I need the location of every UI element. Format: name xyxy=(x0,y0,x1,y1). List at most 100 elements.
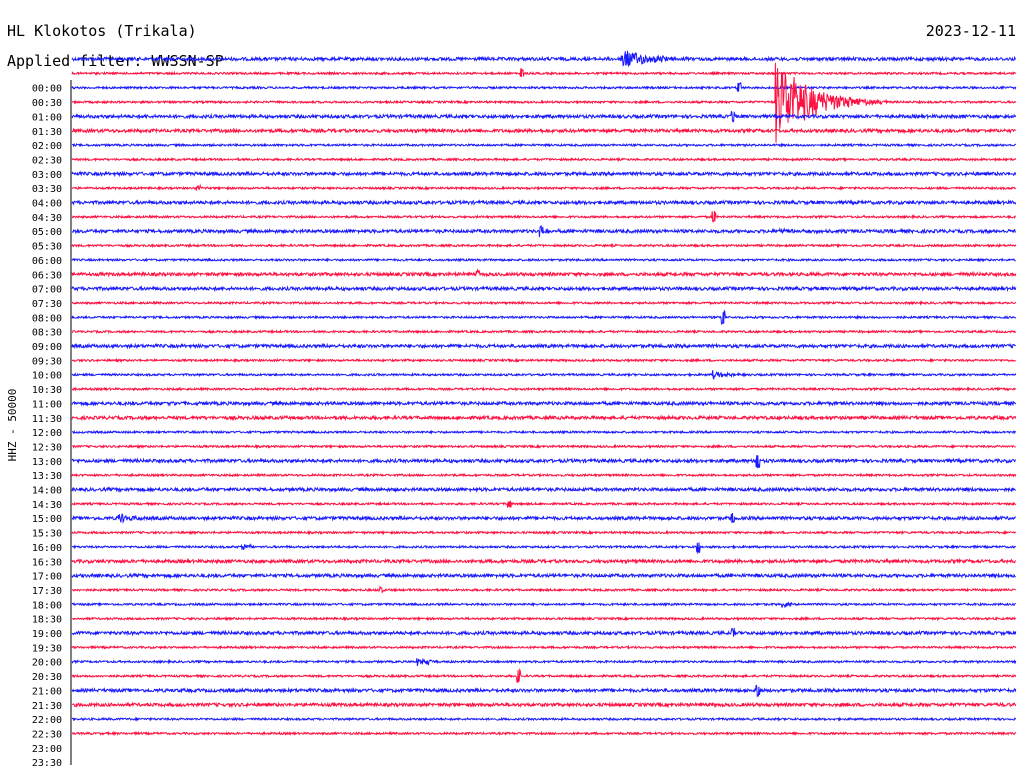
channel-label: HHZ - 50000 xyxy=(6,389,19,462)
trace-line xyxy=(71,111,1017,123)
trace-line xyxy=(71,257,1016,263)
trace-line xyxy=(71,399,1017,407)
time-tick-label: 19:00 xyxy=(32,629,62,640)
trace-line xyxy=(71,210,1017,223)
time-tick-label: 06:00 xyxy=(32,256,62,267)
date-label: 2023-12-11 xyxy=(926,22,1016,40)
trace-line xyxy=(71,50,1017,67)
time-tick-label: 03:30 xyxy=(32,184,62,195)
time-tick-label: 23:00 xyxy=(32,744,62,755)
trace-line xyxy=(71,268,1017,278)
trace-line xyxy=(71,512,1017,524)
trace-line xyxy=(71,198,1017,206)
trace-line xyxy=(71,225,1017,238)
time-tick-label: 03:00 xyxy=(32,170,62,181)
trace-line xyxy=(71,557,1016,565)
trace-line xyxy=(71,627,1017,637)
time-tick-label: 20:30 xyxy=(32,672,62,683)
trace-line xyxy=(71,328,1017,335)
trace-line xyxy=(71,500,1016,508)
trace-line xyxy=(71,455,1017,469)
trace-line xyxy=(71,242,1017,249)
trace-line xyxy=(71,572,1016,580)
trace-line xyxy=(71,615,1017,622)
trace-line xyxy=(71,310,1017,325)
time-tick-label: 16:00 xyxy=(32,543,62,554)
seismogram-traces xyxy=(71,50,1017,737)
trace-line xyxy=(71,183,1017,191)
trace-line xyxy=(71,429,1017,435)
time-tick-labels: 00:00 00:30 01:00 01:30 02:00 02:30 03:00 03:30… xyxy=(32,84,62,769)
trace-line xyxy=(71,658,1017,667)
time-tick-label: 09:30 xyxy=(32,356,62,367)
trace-line xyxy=(71,701,1017,709)
trace-line xyxy=(71,644,1017,650)
time-tick-label: 21:30 xyxy=(32,701,62,712)
trace-line xyxy=(71,62,1017,143)
time-tick-label: 01:30 xyxy=(32,127,62,138)
trace-line xyxy=(71,716,1017,722)
time-tick-label: 01:00 xyxy=(32,112,62,123)
trace-line xyxy=(71,684,1017,698)
trace-line xyxy=(71,370,1017,380)
time-tick-label: 10:30 xyxy=(32,385,62,396)
time-tick-label: 02:00 xyxy=(32,141,62,152)
trace-line xyxy=(71,170,1017,178)
filter-label: Applied filter: WWSSN-SP xyxy=(7,52,224,70)
time-tick-label: 18:00 xyxy=(32,600,62,611)
time-tick-label: 17:30 xyxy=(32,586,62,597)
time-tick-label: 19:30 xyxy=(32,643,62,654)
trace-line xyxy=(71,529,1017,536)
trace-line xyxy=(71,542,1017,555)
trace-line xyxy=(71,486,1017,494)
trace-line xyxy=(71,81,1017,92)
time-tick-label: 08:00 xyxy=(32,313,62,324)
time-tick-label: 14:30 xyxy=(32,500,62,511)
time-tick-label: 04:00 xyxy=(32,199,62,210)
time-tick-label: 16:30 xyxy=(32,557,62,568)
time-tick-label: 21:00 xyxy=(32,686,62,697)
trace-line xyxy=(71,585,1017,594)
trace-line xyxy=(71,601,1016,609)
time-tick-label: 15:30 xyxy=(32,529,62,540)
trace-line xyxy=(71,386,1017,392)
time-tick-label: 04:30 xyxy=(32,213,62,224)
time-tick-label: 00:00 xyxy=(32,84,62,95)
time-tick-label: 17:00 xyxy=(32,572,62,583)
trace-line xyxy=(71,730,1017,737)
time-tick-label: 22:30 xyxy=(32,730,62,741)
trace-line xyxy=(71,67,1017,77)
trace-line xyxy=(71,300,1017,306)
time-tick-label: 07:30 xyxy=(32,299,62,310)
time-tick-label: 13:30 xyxy=(32,471,62,482)
time-tick-label: 08:30 xyxy=(32,328,62,339)
time-tick-label: 02:30 xyxy=(32,155,62,166)
time-tick-label: 11:00 xyxy=(32,399,62,410)
time-tick-label: 00:30 xyxy=(32,98,62,109)
trace-line xyxy=(71,285,1017,293)
time-tick-label: 14:00 xyxy=(32,486,62,497)
time-tick-label: 07:00 xyxy=(32,285,62,296)
time-tick-label: 10:00 xyxy=(32,371,62,382)
time-tick-label: 06:30 xyxy=(32,270,62,281)
time-tick-label: 18:30 xyxy=(32,615,62,626)
time-tick-label: 05:00 xyxy=(32,227,62,238)
trace-line xyxy=(71,342,1016,350)
time-tick-label: 11:30 xyxy=(32,414,62,425)
station-title: HL Klokotos (Trikala) xyxy=(7,22,197,40)
time-tick-label: 22:00 xyxy=(32,715,62,726)
trace-line xyxy=(71,472,1017,478)
time-tick-label: 23:30 xyxy=(32,758,62,769)
trace-line xyxy=(71,142,1017,148)
time-tick-label: 09:00 xyxy=(32,342,62,353)
time-tick-label: 05:30 xyxy=(32,242,62,253)
trace-line xyxy=(71,667,1017,683)
trace-line xyxy=(71,357,1017,364)
trace-line xyxy=(71,443,1016,450)
time-tick-label: 12:00 xyxy=(32,428,62,439)
trace-line xyxy=(71,127,1017,135)
time-tick-label: 13:00 xyxy=(32,457,62,468)
time-tick-label: 20:00 xyxy=(32,658,62,669)
trace-line xyxy=(71,156,1017,163)
